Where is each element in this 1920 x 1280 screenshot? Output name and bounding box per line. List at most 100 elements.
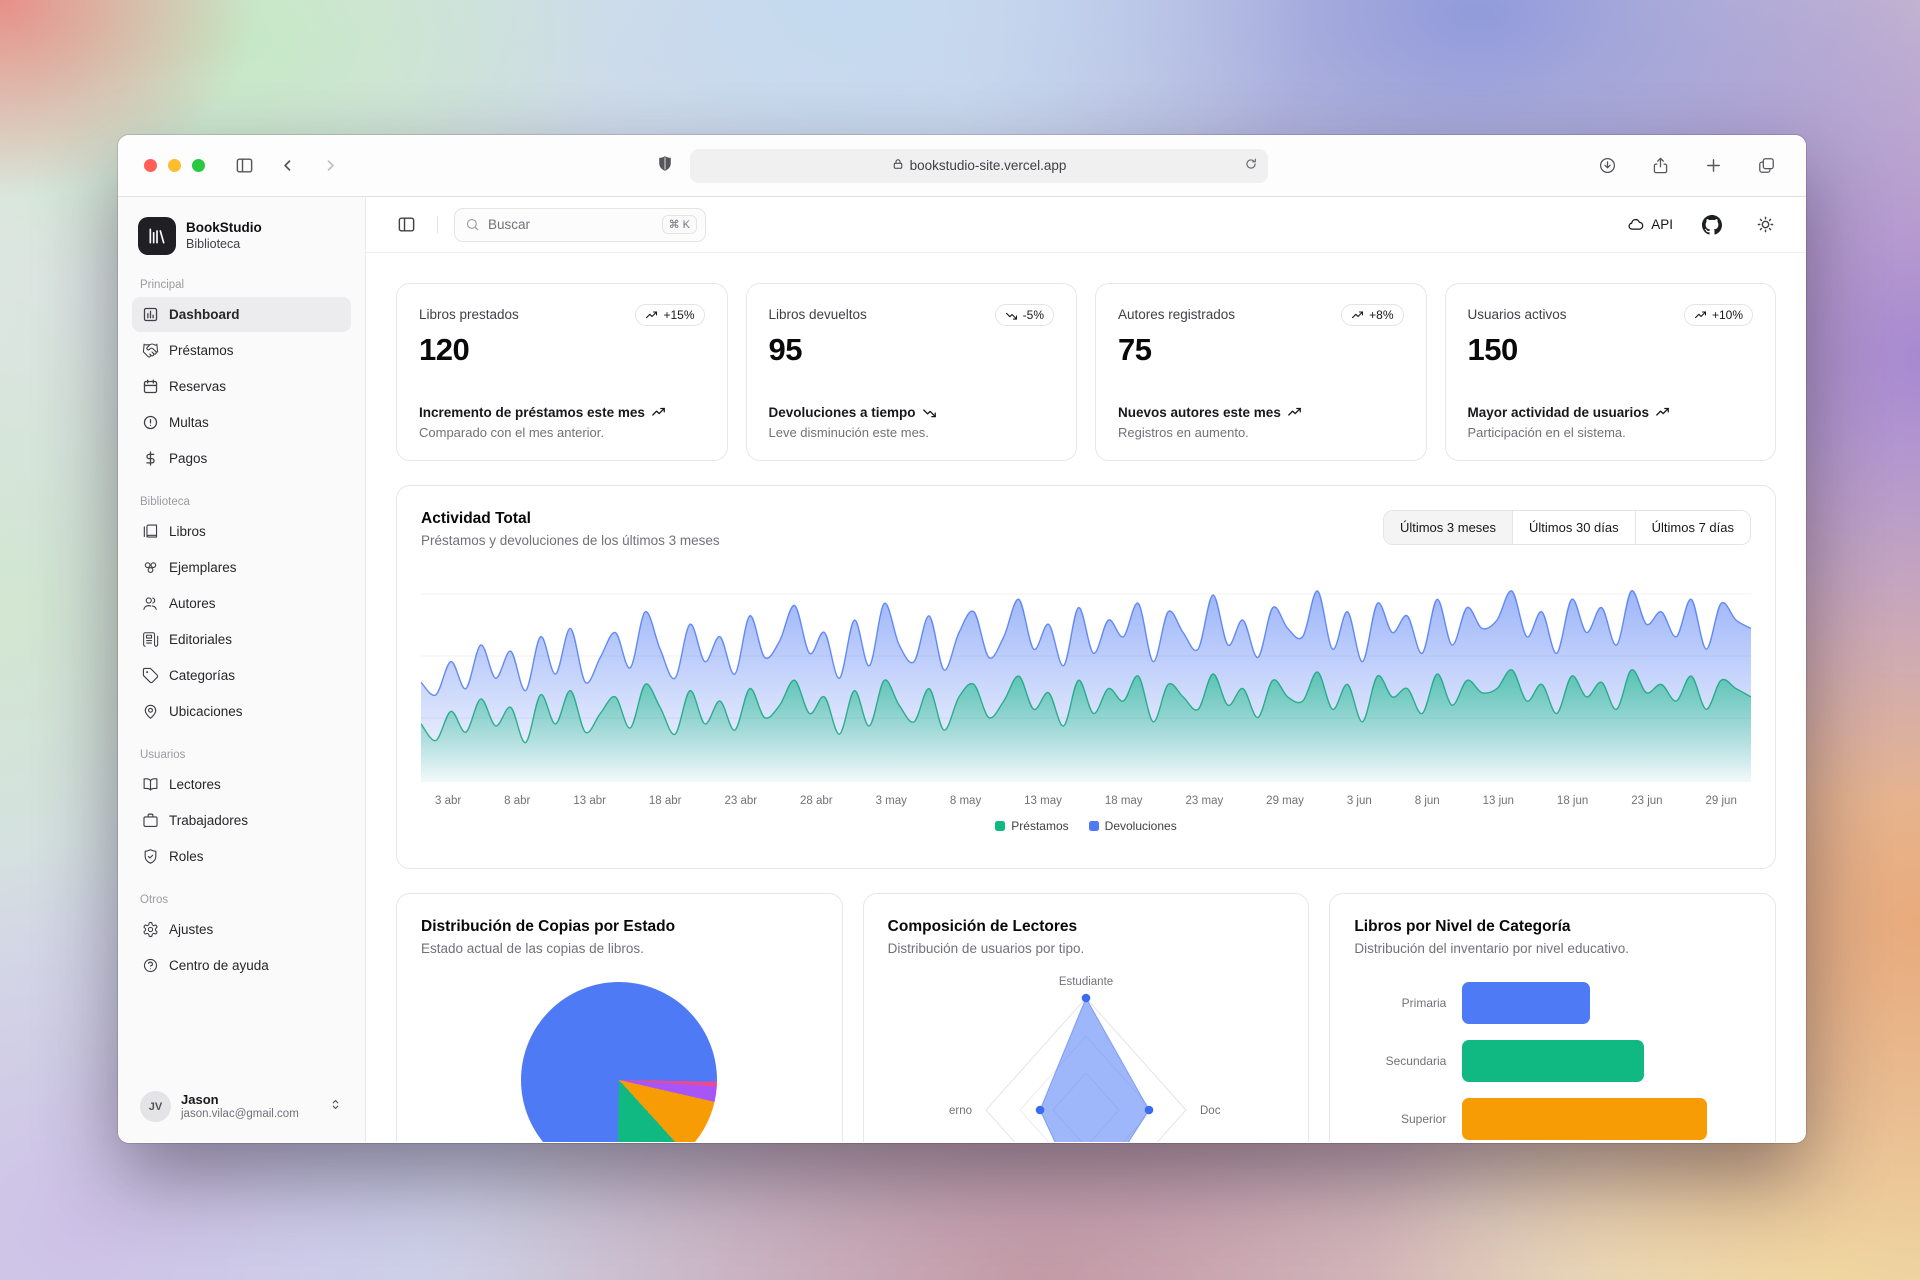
handshake-icon (142, 342, 159, 359)
minimize-window-button[interactable] (168, 159, 181, 172)
stat-value: 95 (768, 332, 803, 367)
panel-left-icon (235, 156, 254, 175)
tabs-icon (1757, 156, 1776, 175)
back-button[interactable] (274, 152, 301, 179)
stat-line1: Mayor actividad de usuarios (1468, 405, 1754, 420)
browser-sidebar-icon[interactable] (231, 152, 258, 179)
sidebar-section-label: Usuarios (140, 749, 186, 761)
sidebar-item-ejemplares[interactable]: Ejemplares (132, 550, 351, 585)
book-open-icon (142, 776, 159, 793)
user-menu[interactable]: JV Jason jason.vilac@gmail.com (132, 1083, 351, 1130)
privacy-shield-icon[interactable] (656, 154, 674, 178)
help-circle-icon (142, 957, 159, 974)
stat-value: 150 (1467, 332, 1519, 367)
stat-title: Libros prestados (419, 307, 519, 322)
sidebar-item-pagos[interactable]: Pagos (132, 441, 351, 476)
api-button[interactable]: API (1627, 216, 1673, 233)
stat-value: 120 (419, 332, 470, 367)
stat-line1: Devoluciones a tiempo (769, 405, 1055, 420)
sidebar-item-categorias[interactable]: Categorías (132, 658, 351, 693)
tab-ultimos-30-dias[interactable]: Últimos 30 días (1512, 511, 1635, 544)
close-window-button[interactable] (144, 159, 157, 172)
sidebar-item-label: Multas (169, 415, 209, 430)
x-tick: 18 may (1104, 795, 1143, 807)
sidebar-item-label: Ejemplares (169, 560, 237, 575)
sidebar-item-label: Centro de ayuda (169, 958, 269, 973)
stat-cards: Libros prestados +15% 120 Incremento de … (396, 283, 1776, 461)
newspaper-icon (142, 631, 159, 648)
github-icon (1702, 214, 1722, 235)
sidebar-nav: Principal Dashboard Préstamos Reservas Multa… (132, 259, 351, 984)
activity-title: Actividad Total (421, 510, 531, 527)
new-tab-button[interactable] (1700, 152, 1727, 179)
radar-card: Composición de Lectores Distribución de … (862, 893, 1310, 1142)
shield-check-icon (142, 848, 159, 865)
x-tick: 3 jun (1346, 795, 1372, 807)
tab-overview-button[interactable] (1753, 152, 1780, 179)
bar-subtitle: Distribución del inventario por nivel ed… (1354, 941, 1629, 956)
sidebar-item-ubicaciones[interactable]: Ubicaciones (132, 694, 351, 729)
search-input[interactable]: Buscar ⌘ K (454, 207, 706, 242)
stat-line1: Incremento de préstamos este mes (419, 405, 705, 420)
sidebar-item-ajustes[interactable]: Ajustes (132, 912, 351, 947)
sidebar-item-dashboard[interactable]: Dashboard (132, 297, 351, 332)
dashboard-content: Libros prestados +15% 120 Incremento de … (366, 253, 1806, 1142)
sidebar-item-trabajadores[interactable]: Trabajadores (132, 803, 351, 838)
sidebar-item-prestamos[interactable]: Préstamos (132, 333, 351, 368)
stat-title: Autores registrados (1118, 307, 1236, 322)
zoom-window-button[interactable] (192, 159, 205, 172)
sidebar-item-roles[interactable]: Roles (132, 839, 351, 874)
sidebar-item-centro-de-ayuda[interactable]: Centro de ayuda (132, 948, 351, 983)
theme-toggle-button[interactable] (1751, 210, 1780, 239)
trend-up-icon (1287, 405, 1302, 420)
address-bar[interactable]: bookstudio-site.vercel.app (690, 148, 1268, 183)
radar-subtitle: Distribución de usuarios por tipo. (887, 941, 1085, 956)
sidebar-item-editoriales[interactable]: Editoriales (132, 622, 351, 657)
area-chart-canvas (420, 590, 1752, 782)
sidebar-item-label: Categorías (169, 668, 236, 683)
sidebar-item-label: Ubicaciones (169, 704, 243, 719)
forward-button[interactable] (317, 152, 344, 179)
sidebar-toggle-button[interactable] (392, 210, 421, 239)
panel-left-icon (397, 215, 416, 234)
reload-icon (1244, 157, 1258, 171)
trend-badge: +8% (1341, 304, 1404, 326)
sidebar: BookStudio Biblioteca Principal Dashboard… (118, 197, 366, 1142)
stat-card-usuarios-activos: Usuarios activos +10% 150 Mayor activida… (1444, 283, 1776, 461)
bar-row-superior: Superior (1354, 1098, 1751, 1140)
sidebar-item-autores[interactable]: Autores (132, 586, 351, 621)
stat-line2: Participación en el sistema. (1467, 425, 1626, 440)
x-tick: 28 abr (800, 795, 833, 807)
pie-card: Distribución de Copias por Estado Estado… (396, 893, 843, 1142)
sidebar-item-multas[interactable]: Multas (132, 405, 351, 440)
stat-line1: Nuevos autores este mes (1118, 405, 1404, 420)
downloads-button[interactable] (1594, 152, 1621, 179)
tab-ultimos-7-dias[interactable]: Últimos 7 días (1634, 511, 1750, 544)
users-icon (142, 595, 159, 612)
sidebar-item-label: Préstamos (169, 343, 234, 358)
briefcase-icon (142, 812, 159, 829)
url-text: bookstudio-site.vercel.app (909, 158, 1067, 173)
tab-ultimos-3-meses[interactable]: Últimos 3 meses (1383, 511, 1513, 544)
map-pin-icon (142, 703, 159, 720)
share-button[interactable] (1647, 152, 1674, 179)
x-tick: 29 jun (1705, 795, 1737, 807)
sidebar-item-lectores[interactable]: Lectores (132, 767, 351, 802)
reload-button[interactable] (1244, 157, 1258, 174)
sidebar-item-libros[interactable]: Libros (132, 514, 351, 549)
legend-swatch (1088, 821, 1099, 831)
brand[interactable]: BookStudio Biblioteca (132, 215, 351, 259)
sidebar-item-label: Reservas (169, 379, 227, 394)
x-tick: 23 jun (1631, 795, 1663, 807)
sidebar-item-reservas[interactable]: Reservas (132, 369, 351, 404)
sidebar-item-label: Ajustes (169, 922, 214, 937)
x-tick: 3 may (875, 795, 907, 807)
sun-icon (1756, 215, 1775, 234)
browser-toolbar: bookstudio-site.vercel.app (118, 135, 1806, 197)
github-button[interactable] (1697, 210, 1727, 240)
pie-chart (521, 982, 718, 1142)
bar-primaria (1462, 982, 1590, 1024)
trend-up-icon (1351, 309, 1364, 322)
svg-text:Estudiante: Estudiante (1059, 976, 1113, 988)
sidebar-item-label: Editoriales (169, 632, 233, 647)
